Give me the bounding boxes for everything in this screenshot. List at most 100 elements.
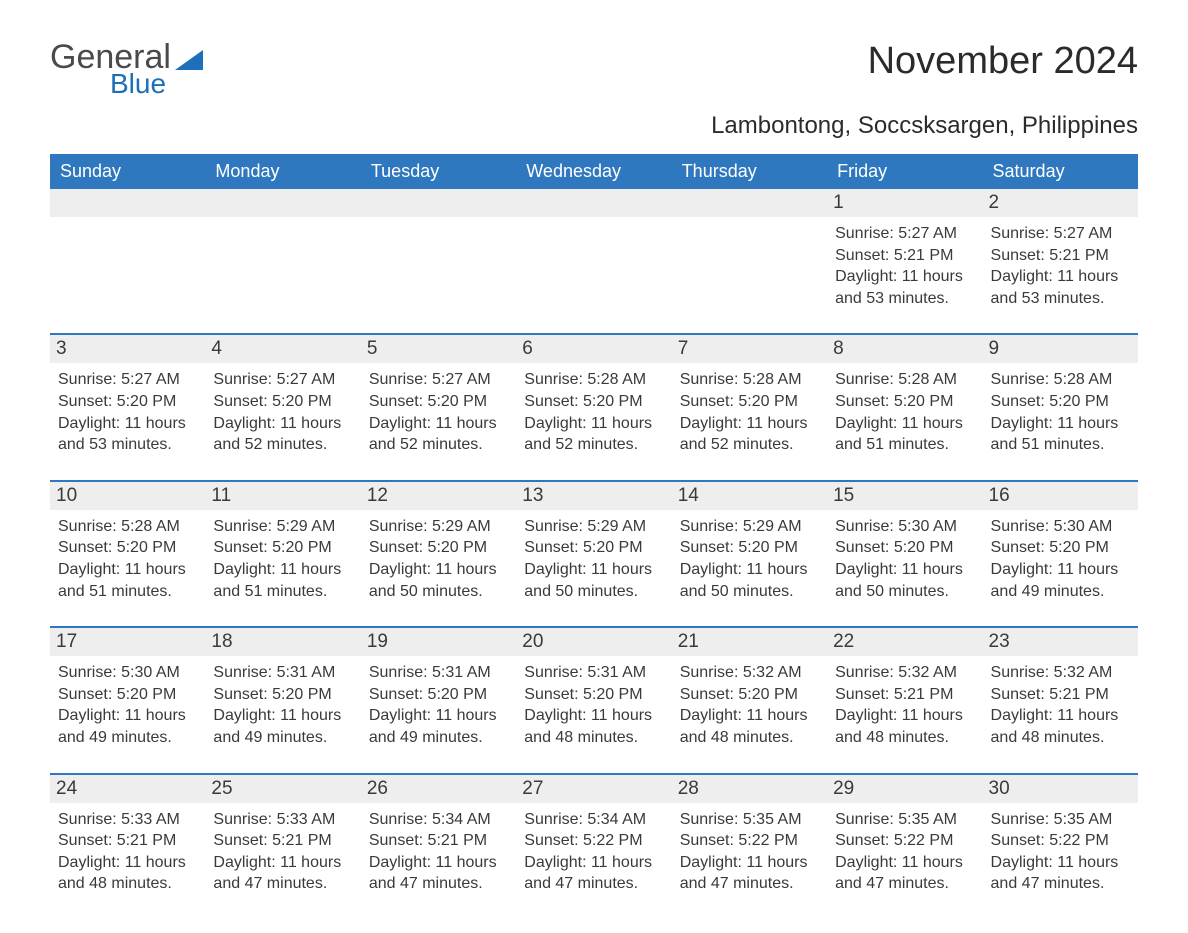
day-details: Sunrise: 5:29 AMSunset: 5:20 PMDaylight:… xyxy=(213,516,352,602)
sunset-line: Sunset: 5:20 PM xyxy=(369,537,508,559)
day-details: Sunrise: 5:29 AMSunset: 5:20 PMDaylight:… xyxy=(524,516,663,602)
day-cell: 9Sunrise: 5:28 AMSunset: 5:20 PMDaylight… xyxy=(983,335,1138,463)
day-details: Sunrise: 5:28 AMSunset: 5:20 PMDaylight:… xyxy=(991,369,1130,455)
daylight-line: Daylight: 11 hours and 53 minutes. xyxy=(58,413,197,456)
day-cell: 2Sunrise: 5:27 AMSunset: 5:21 PMDaylight… xyxy=(983,189,1138,317)
day-number: 30 xyxy=(983,775,1138,803)
day-number: 26 xyxy=(361,775,516,803)
sunrise-line: Sunrise: 5:28 AM xyxy=(680,369,819,391)
week-row: 17Sunrise: 5:30 AMSunset: 5:20 PMDayligh… xyxy=(50,626,1138,756)
daylight-line: Daylight: 11 hours and 47 minutes. xyxy=(680,852,819,895)
sunset-line: Sunset: 5:20 PM xyxy=(58,684,197,706)
header: General Blue November 2024 xyxy=(50,40,1138,98)
day-details: Sunrise: 5:28 AMSunset: 5:20 PMDaylight:… xyxy=(58,516,197,602)
daylight-line: Daylight: 11 hours and 48 minutes. xyxy=(680,705,819,748)
day-number: 7 xyxy=(672,335,827,363)
day-cell: 13Sunrise: 5:29 AMSunset: 5:20 PMDayligh… xyxy=(516,482,671,610)
day-number: 18 xyxy=(205,628,360,656)
sunrise-line: Sunrise: 5:29 AM xyxy=(524,516,663,538)
sunrise-line: Sunrise: 5:28 AM xyxy=(991,369,1130,391)
day-number: 23 xyxy=(983,628,1138,656)
day-number: 10 xyxy=(50,482,205,510)
day-cell: 8Sunrise: 5:28 AMSunset: 5:20 PMDaylight… xyxy=(827,335,982,463)
day-details: Sunrise: 5:27 AMSunset: 5:21 PMDaylight:… xyxy=(991,223,1130,309)
day-number: 15 xyxy=(827,482,982,510)
day-cell: 10 Sunrise: 5:28 AMSunset: 5:20 PMDayligh… xyxy=(50,482,205,610)
sunrise-line: Sunrise: 5:30 AM xyxy=(835,516,974,538)
day-cell: 15Sunrise: 5:30 AMSunset: 5:20 PMDayligh… xyxy=(827,482,982,610)
sunset-line: Sunset: 5:20 PM xyxy=(369,391,508,413)
day-details: Sunrise: 5:30 AMSunset: 5:20 PMDaylight:… xyxy=(991,516,1130,602)
day-details: Sunrise: 5:28 AMSunset: 5:20 PMDaylight:… xyxy=(524,369,663,455)
daylight-line: Daylight: 11 hours and 49 minutes. xyxy=(991,559,1130,602)
day-details: Sunrise: 5:33 AMSunset: 5:21 PMDaylight:… xyxy=(58,809,197,895)
sunrise-line: Sunrise: 5:30 AM xyxy=(991,516,1130,538)
day-details: Sunrise: 5:35 AMSunset: 5:22 PMDaylight:… xyxy=(835,809,974,895)
daylight-line: Daylight: 11 hours and 47 minutes. xyxy=(835,852,974,895)
sunset-line: Sunset: 5:20 PM xyxy=(58,391,197,413)
day-details: Sunrise: 5:27 AMSunset: 5:21 PMDaylight:… xyxy=(835,223,974,309)
sunset-line: Sunset: 5:20 PM xyxy=(991,391,1130,413)
day-cell xyxy=(361,189,516,317)
daylight-line: Daylight: 11 hours and 48 minutes. xyxy=(58,852,197,895)
sunset-line: Sunset: 5:20 PM xyxy=(680,391,819,413)
weekday-header: Sunday xyxy=(50,154,205,189)
day-cell xyxy=(516,189,671,317)
day-number: 12 xyxy=(361,482,516,510)
day-number: 16 xyxy=(983,482,1138,510)
sunrise-line: Sunrise: 5:32 AM xyxy=(991,662,1130,684)
calendar-grid: Sunday Monday Tuesday Wednesday Thursday… xyxy=(50,154,1138,903)
sunset-line: Sunset: 5:20 PM xyxy=(369,684,508,706)
day-cell: 28Sunrise: 5:35 AMSunset: 5:22 PMDayligh… xyxy=(672,775,827,903)
day-number: 14 xyxy=(672,482,827,510)
day-number: 28 xyxy=(672,775,827,803)
day-details: Sunrise: 5:30 AMSunset: 5:20 PMDaylight:… xyxy=(58,662,197,748)
day-cell: 11 Sunrise: 5:29 AMSunset: 5:20 PMDayligh… xyxy=(205,482,360,610)
daylight-line: Daylight: 11 hours and 48 minutes. xyxy=(991,705,1130,748)
day-cell: 4Sunrise: 5:27 AMSunset: 5:20 PMDaylight… xyxy=(205,335,360,463)
sunrise-line: Sunrise: 5:27 AM xyxy=(835,223,974,245)
daylight-line: Daylight: 11 hours and 50 minutes. xyxy=(835,559,974,602)
daylight-line: Daylight: 11 hours and 47 minutes. xyxy=(213,852,352,895)
day-cell: 22Sunrise: 5:32 AMSunset: 5:21 PMDayligh… xyxy=(827,628,982,756)
sunset-line: Sunset: 5:20 PM xyxy=(835,391,974,413)
daylight-line: Daylight: 11 hours and 47 minutes. xyxy=(369,852,508,895)
sunrise-line: Sunrise: 5:28 AM xyxy=(58,516,197,538)
logo: General Blue xyxy=(50,40,203,98)
day-cell xyxy=(50,189,205,317)
sunrise-line: Sunrise: 5:35 AM xyxy=(680,809,819,831)
day-cell: 14 Sunrise: 5:29 AMSunset: 5:20 PMDayligh… xyxy=(672,482,827,610)
day-number: 24 xyxy=(50,775,205,803)
day-cell: 25Sunrise: 5:33 AMSunset: 5:21 PMDayligh… xyxy=(205,775,360,903)
day-cell: 27Sunrise: 5:34 AMSunset: 5:22 PMDayligh… xyxy=(516,775,671,903)
day-cell: 29Sunrise: 5:35 AMSunset: 5:22 PMDayligh… xyxy=(827,775,982,903)
day-cell: 30Sunrise: 5:35 AMSunset: 5:22 PMDayligh… xyxy=(983,775,1138,903)
week-row: 24Sunrise: 5:33 AMSunset: 5:21 PMDayligh… xyxy=(50,773,1138,903)
day-details: Sunrise: 5:29 AMSunset: 5:20 PMDaylight:… xyxy=(680,516,819,602)
day-number: 4 xyxy=(205,335,360,363)
day-cell: 1Sunrise: 5:27 AMSunset: 5:21 PMDaylight… xyxy=(827,189,982,317)
day-cell: 6 Sunrise: 5:28 AMSunset: 5:20 PMDaylight… xyxy=(516,335,671,463)
daylight-line: Daylight: 11 hours and 49 minutes. xyxy=(58,705,197,748)
daylight-line: Daylight: 11 hours and 51 minutes. xyxy=(991,413,1130,456)
sunset-line: Sunset: 5:20 PM xyxy=(213,537,352,559)
sunset-line: Sunset: 5:21 PM xyxy=(213,830,352,852)
sunset-line: Sunset: 5:20 PM xyxy=(213,684,352,706)
daylight-line: Daylight: 11 hours and 50 minutes. xyxy=(680,559,819,602)
sunrise-line: Sunrise: 5:27 AM xyxy=(369,369,508,391)
week-row: 1Sunrise: 5:27 AMSunset: 5:21 PMDaylight… xyxy=(50,189,1138,317)
day-cell: 19Sunrise: 5:31 AMSunset: 5:20 PMDayligh… xyxy=(361,628,516,756)
day-cell: 17Sunrise: 5:30 AMSunset: 5:20 PMDayligh… xyxy=(50,628,205,756)
day-cell: 26Sunrise: 5:34 AMSunset: 5:21 PMDayligh… xyxy=(361,775,516,903)
day-details: Sunrise: 5:32 AMSunset: 5:21 PMDaylight:… xyxy=(991,662,1130,748)
day-cell: 12Sunrise: 5:29 AMSunset: 5:20 PMDayligh… xyxy=(361,482,516,610)
sunrise-line: Sunrise: 5:27 AM xyxy=(58,369,197,391)
sunrise-line: Sunrise: 5:33 AM xyxy=(58,809,197,831)
day-number: 11 xyxy=(205,482,360,510)
day-details: Sunrise: 5:32 AMSunset: 5:21 PMDaylight:… xyxy=(835,662,974,748)
day-number: 25 xyxy=(205,775,360,803)
day-number xyxy=(672,189,827,217)
day-number: 6 xyxy=(516,335,671,363)
day-details: Sunrise: 5:32 AMSunset: 5:20 PMDaylight:… xyxy=(680,662,819,748)
location-subtitle: Lambontong, Soccsksargen, Philippines xyxy=(50,112,1138,140)
